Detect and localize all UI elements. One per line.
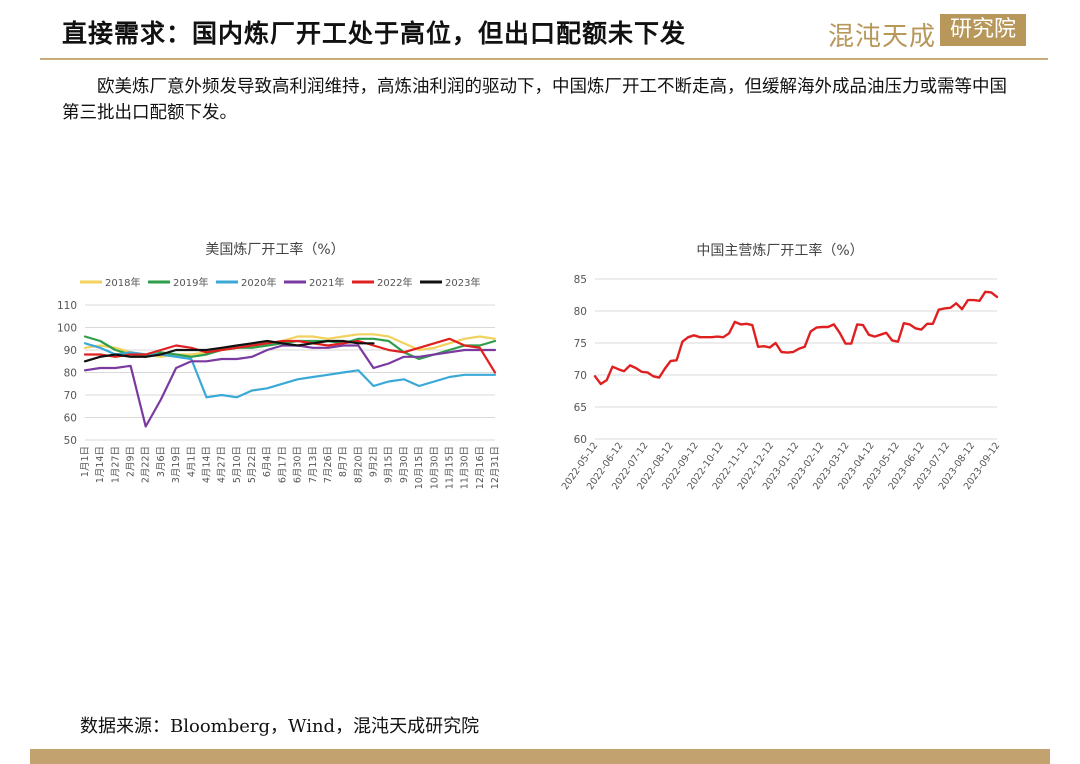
us-xtick-label: 8月20日 [353,446,364,483]
us-xtick-label: 6月30日 [293,446,304,483]
us-xtick-label: 7月13日 [308,446,319,483]
us-legend-label: 2018年 [105,276,140,289]
footer-bar [30,749,1050,764]
us-ytick-label: 90 [64,345,77,357]
us-xtick-label: 12月16日 [475,446,486,489]
us-xtick-label: 1月27日 [110,446,121,483]
us-xtick-label: 10月30日 [429,446,440,489]
us-legend-label: 2023年 [445,276,480,289]
logo-text-left: 混沌天成 [828,22,937,52]
us-xtick-label: 3月19日 [171,446,182,483]
cn-ytick-label: 60 [574,434,587,446]
cn-ytick-label: 75 [574,338,587,350]
us-legend-label: 2020年 [241,276,276,289]
us-xtick-label: 7月26日 [323,446,334,483]
us-xtick-label: 6月17日 [277,446,288,483]
us-xtick-label: 4月1日 [186,446,197,477]
data-source: 数据来源：Bloomberg，Wind，混沌天成研究院 [80,716,480,737]
us-xtick-label: 2月22日 [141,446,152,483]
us-xtick-label: 1月1日 [80,446,91,477]
us-xtick-label: 5月10日 [232,446,243,483]
us-xtick-label: 4月27日 [217,446,228,483]
us-legend-label: 2019年 [173,276,208,289]
us-ytick-label: 50 [64,435,77,447]
cn-series-line-1 [593,290,999,386]
us-series-line-5 [83,337,497,374]
cn-ytick-label: 85 [574,274,587,286]
us-ytick-label: 80 [64,368,77,380]
title-divider [40,58,1048,60]
us-xtick-label: 11月15日 [444,446,455,489]
brand-logo: 混沌天成 研究院 [828,12,1028,52]
intro-paragraph: 欧美炼厂意外频发导致高利润维持，高炼油利润的驱动下，中国炼厂开工不断走高，但缓解… [62,77,1007,123]
us-legend-label: 2022年 [377,276,412,289]
us-series-line-6 [83,339,375,363]
logo-text-right: 研究院 [940,14,1026,46]
us-xtick-label: 2月9日 [126,446,137,477]
us-xtick-label: 9月15日 [384,446,395,483]
us-xtick-label: 3月6日 [156,446,167,477]
cn-title: 中国主营炼厂开工率（%） [696,242,863,259]
cn-ytick-label: 70 [574,370,587,382]
us-ytick-label: 110 [57,300,77,312]
us-ytick-label: 100 [57,323,77,335]
us-xtick-label: 1月14日 [95,446,106,483]
us-refinery-utilization-chart: 美国炼厂开工率（%） 50 60 70 80 90 100 110 1月1日 1月14日 1月27日… [57,241,501,489]
us-xtick-label: 4月14日 [201,446,212,483]
us-xtick-label: 10月15日 [414,446,425,489]
us-xtick-label: 6月4日 [262,446,273,477]
us-xtick-label: 11月30日 [460,446,471,489]
cn-ytick-label: 80 [574,306,587,318]
us-series-line-3 [83,342,497,399]
us-legend-label: 2021年 [309,276,344,289]
china-refinery-utilization-chart: 中国主营炼厂开工率（%）6065707580852022-05-122022-0… [560,242,1003,492]
us-xtick-label: 5月22日 [247,446,258,483]
page-title: 直接需求：国内炼厂开工处于高位，但出口配额未下发 [62,19,687,48]
us-ytick-label: 60 [64,413,77,425]
us-xtick-label: 12月31日 [490,446,501,489]
us-title: 美国炼厂开工率（%） [205,241,344,258]
cn-ytick-label: 65 [574,402,587,414]
us-xtick-label: 9月30日 [399,446,410,483]
us-xtick-label: 8月7日 [338,446,349,477]
us-xtick-label: 9月2日 [369,446,380,477]
us-ytick-label: 70 [64,390,77,402]
